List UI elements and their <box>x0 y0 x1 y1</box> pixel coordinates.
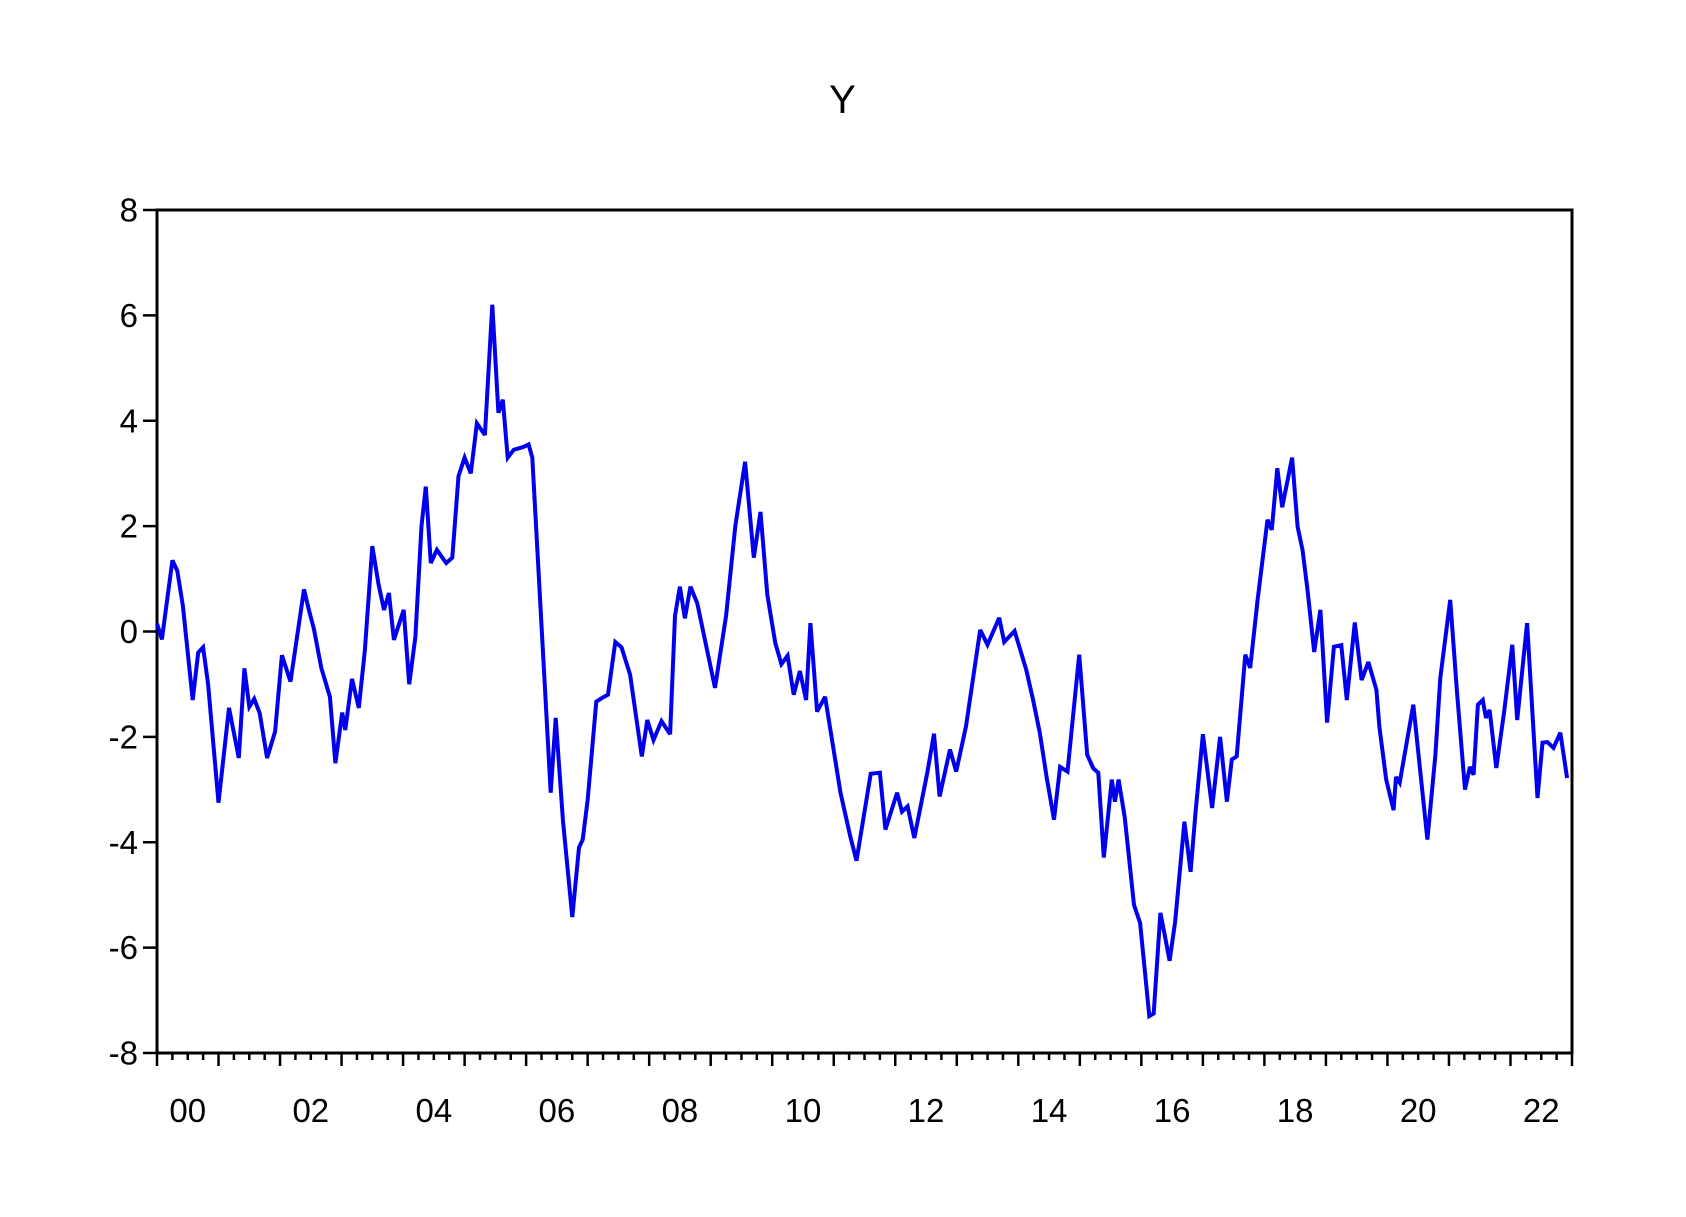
x-axis-tick-label: 14 <box>1031 1092 1068 1129</box>
x-axis-tick-label: 02 <box>292 1092 329 1129</box>
y-axis-tick-label: -8 <box>109 1035 138 1072</box>
y-axis-tick-label: 0 <box>120 613 138 650</box>
x-axis-tick-label: 20 <box>1400 1092 1437 1129</box>
x-axis-tick-label: 10 <box>785 1092 822 1129</box>
y-axis-tick-label: 4 <box>120 402 138 439</box>
y-axis-tick-label: 2 <box>120 508 138 545</box>
x-axis-tick-label: 00 <box>169 1092 206 1129</box>
x-axis-tick-label: 22 <box>1523 1092 1560 1129</box>
x-axis-tick-label: 08 <box>662 1092 699 1129</box>
y-axis-tick-label: -6 <box>109 929 138 966</box>
x-axis-tick-label: 16 <box>1154 1092 1191 1129</box>
plot-frame <box>155 208 1574 1055</box>
y-axis-tick-label: 8 <box>120 192 138 229</box>
y-axis-tick-label: -4 <box>109 824 138 861</box>
y-axis-tick-label: 6 <box>120 297 138 334</box>
x-axis-tick-label: 06 <box>539 1092 576 1129</box>
x-axis-tick-label: 18 <box>1277 1092 1314 1129</box>
y-axis-tick-label: -2 <box>109 718 138 755</box>
series-line-Y <box>155 304 1570 1020</box>
chart-title: Y <box>829 78 857 122</box>
x-axis-tick-label: 12 <box>908 1092 945 1129</box>
x-axis-tick-label: 04 <box>415 1092 452 1129</box>
